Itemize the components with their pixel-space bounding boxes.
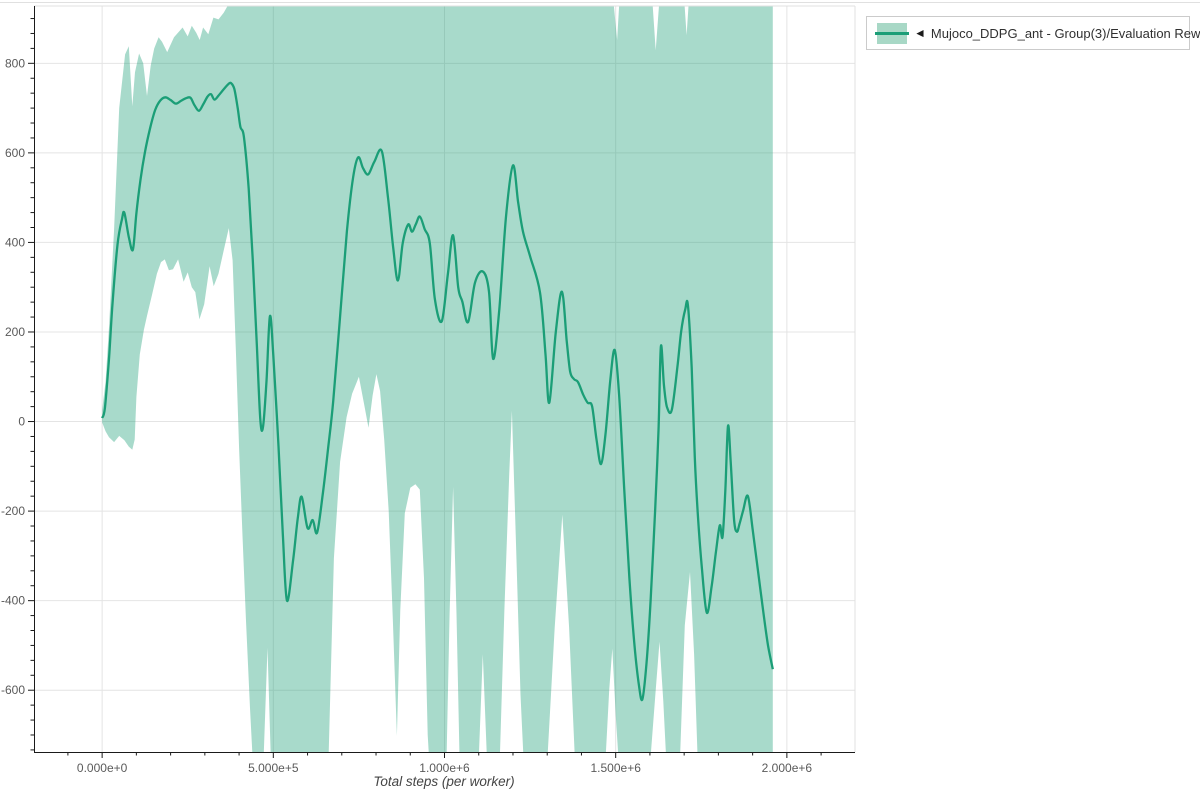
y-tick-labels: 800 600 400 200 0 -200 -400 -600 — [1, 56, 25, 697]
gridlines — [34, 6, 855, 752]
legend-line-icon — [875, 31, 909, 35]
x-axis-title: Total steps (per worker) — [373, 774, 515, 789]
axis-ticks — [28, 18, 822, 758]
confidence-band — [102, 6, 773, 752]
y-tick-label: -600 — [1, 683, 25, 697]
y-tick-label: 400 — [5, 235, 25, 249]
reward-line — [100, 81, 774, 702]
y-tick-label: 800 — [5, 56, 25, 70]
x-tick-label: 1.000e+6 — [419, 761, 470, 775]
y-tick-label: -400 — [1, 594, 25, 608]
y-tick-label: -200 — [1, 504, 25, 518]
x-tick-label: 0.000e+0 — [77, 761, 128, 775]
legend: ◄ Mujoco_DDPG_ant - Group(3)/Evaluation … — [866, 16, 1200, 50]
y-tick-label: 200 — [5, 325, 25, 339]
y-tick-label: 600 — [5, 146, 25, 160]
x-tick-label: 2.000e+6 — [762, 761, 813, 775]
legend-swatch — [875, 22, 909, 44]
x-tick-label: 5.000e+5 — [248, 761, 299, 775]
canvas-top-border — [0, 2, 1200, 3]
x-tick-label: 1.500e+6 — [590, 761, 641, 775]
y-tick-label: 0 — [18, 415, 25, 429]
legend-collapse-icon[interactable]: ◄ — [914, 26, 926, 40]
legend-item-label[interactable]: Mujoco_DDPG_ant - Group(3)/Evaluation Re… — [930, 25, 1200, 41]
x-tick-labels: 0.000e+0 5.000e+5 1.000e+6 1.500e+6 2.000e+6 — [77, 761, 812, 775]
